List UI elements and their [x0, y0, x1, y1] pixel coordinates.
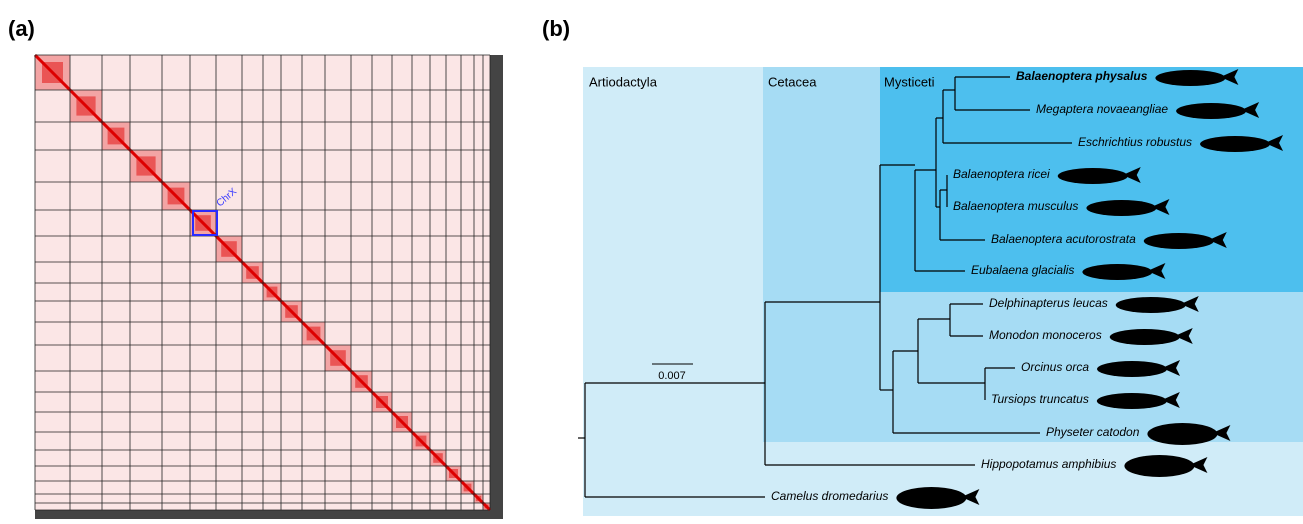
taxon-label: Balaenoptera ricei [953, 167, 1050, 181]
silhouette [896, 487, 966, 509]
panel-label: (b) [542, 16, 570, 41]
taxon-label: Hippopotamus amphibius [981, 457, 1116, 471]
silhouette [1082, 264, 1152, 280]
taxon-label: Eschrichtius robustus [1078, 135, 1192, 149]
hic-heatmap: ChrX [35, 55, 503, 519]
silhouette [1097, 393, 1167, 409]
taxon-label: Megaptera novaeangliae [1036, 102, 1168, 116]
scale-label: 0.007 [658, 370, 686, 382]
silhouette [1144, 233, 1214, 249]
silhouette [1086, 200, 1156, 216]
taxon-label: Balaenoptera physalus [1016, 69, 1148, 83]
silhouette [1116, 297, 1186, 313]
taxon-label: Balaenoptera musculus [953, 199, 1078, 213]
clade-label: Mysticeti [884, 74, 935, 89]
taxon-label: Orcinus orca [1021, 360, 1089, 374]
taxon-label: Eubalaena glacialis [971, 263, 1074, 277]
taxon-label: Monodon monoceros [989, 328, 1102, 342]
taxon-label: Tursiops truncatus [991, 392, 1089, 406]
silhouette [1147, 423, 1217, 445]
silhouette [1200, 136, 1270, 152]
figure: (a) (b) ChrX Artiodactyla Cetacea Mysticet… [0, 0, 1303, 519]
taxon-label: Camelus dromedarius [771, 489, 888, 503]
silhouette [1110, 329, 1180, 345]
taxon-label: Balaenoptera acutorostrata [991, 232, 1136, 246]
silhouette [1176, 103, 1246, 119]
panel-label: (a) [8, 16, 35, 41]
clade-label: Cetacea [768, 74, 817, 89]
silhouette [1097, 361, 1167, 377]
taxon-label: Delphinapterus leucas [989, 296, 1108, 310]
clade-label: Artiodactyla [589, 74, 658, 89]
silhouette [1058, 168, 1128, 184]
silhouette [1124, 455, 1194, 477]
taxon-label: Physeter catodon [1046, 425, 1140, 439]
silhouette [1155, 70, 1225, 86]
phylogenetic-tree: Artiodactyla Cetacea Mysticeti Balaenoptera… [578, 67, 1303, 516]
